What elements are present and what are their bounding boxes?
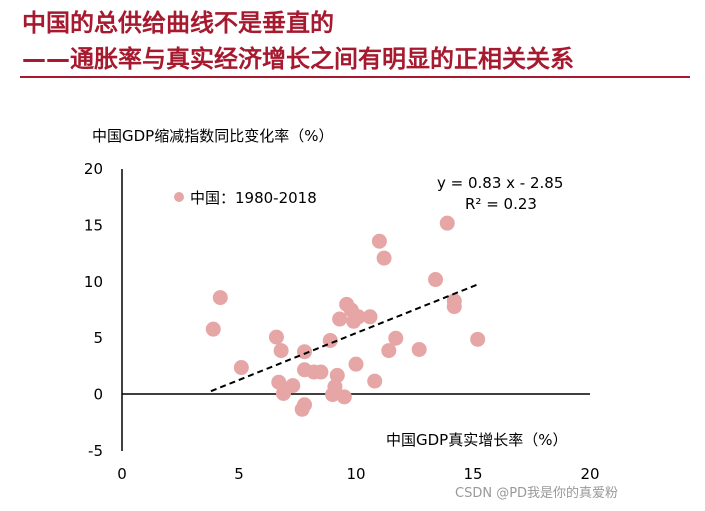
data-point — [350, 309, 366, 325]
data-point — [285, 378, 301, 394]
x-tick-label: 0 — [117, 465, 127, 483]
y-tick-label: 15 — [84, 216, 103, 234]
data-point — [313, 364, 329, 380]
data-point — [367, 373, 383, 389]
data-point — [348, 356, 364, 372]
data-point — [297, 397, 313, 413]
x-axis-title: 中国GDP真实增长率（%） — [386, 431, 567, 449]
data-point — [327, 379, 343, 395]
title-line-2: ——通胀率与真实经济增长之间有明显的正相关关系 — [22, 45, 574, 73]
data-point — [212, 290, 228, 306]
y-tick-label: -5 — [88, 442, 103, 460]
legend-label: 中国：1980-2018 — [190, 189, 317, 207]
data-point — [336, 389, 352, 405]
data-point — [329, 367, 345, 383]
data-point — [268, 329, 284, 345]
data-point — [446, 299, 462, 315]
y-axis-title: 中国GDP缩减指数同比变化率（%） — [92, 127, 333, 145]
data-point — [332, 311, 348, 327]
data-point — [297, 344, 313, 360]
x-tick-label: 5 — [234, 465, 244, 483]
y-tick-label: 0 — [93, 386, 103, 404]
data-point — [205, 321, 221, 337]
x-tick-label: 20 — [580, 465, 599, 483]
data-point — [376, 250, 392, 266]
data-point — [428, 272, 444, 288]
data-point — [271, 374, 287, 390]
data-points — [205, 215, 486, 417]
title-underline — [20, 76, 690, 78]
data-point — [371, 233, 387, 249]
watermark: CSDN @PD我是你的真爱粉 — [455, 485, 618, 501]
data-point — [439, 215, 455, 231]
r-squared-label: R² = 0.23 — [465, 195, 537, 213]
y-tick-label: 10 — [84, 273, 103, 291]
data-point — [388, 330, 404, 346]
regression-equation: y = 0.83 x - 2.85 — [437, 174, 563, 192]
data-point — [470, 331, 486, 347]
y-tick-labels: 20 15 10 5 0 -5 — [84, 160, 103, 460]
data-point — [381, 343, 397, 359]
legend-marker — [174, 192, 184, 202]
data-point — [411, 341, 427, 357]
trend-line — [210, 283, 479, 393]
x-tick-label: 15 — [463, 465, 482, 483]
y-tick-label: 20 — [84, 160, 103, 178]
x-tick-labels: 0 5 10 15 20 — [117, 465, 599, 483]
data-point — [233, 360, 249, 376]
x-tick-label: 10 — [346, 465, 365, 483]
y-tick-label: 5 — [93, 329, 103, 347]
data-point — [362, 309, 378, 325]
title-line-1: 中国的总供给曲线不是垂直的 — [22, 9, 334, 37]
data-point — [273, 343, 289, 359]
